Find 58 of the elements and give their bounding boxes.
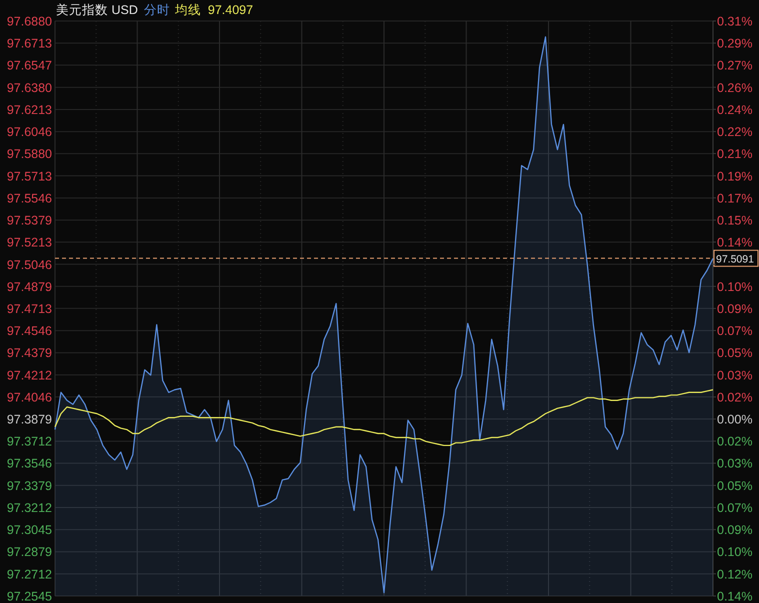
y-tick-label: 97.3546 (6, 456, 52, 471)
y2-tick-label: 0.17% (717, 191, 752, 206)
y-tick-label: 97.2712 (6, 567, 52, 582)
y-tick-label: 97.2545 (6, 590, 52, 603)
y2-tick-label: 0.02% (717, 434, 752, 449)
y-tick-label: 97.5379 (6, 214, 52, 228)
y-tick-label: 97.4046 (6, 390, 52, 404)
y-tick-label: 97.4212 (6, 368, 52, 382)
text: 97.4097 (208, 3, 254, 17)
y-tick-label: 97.4879 (6, 280, 52, 294)
y2-tick-label: 0.03% (717, 456, 752, 471)
text: 分时 (144, 3, 170, 17)
y2-tick-label: 0.05% (717, 346, 752, 360)
y2-tick-label: 0.05% (717, 478, 752, 493)
ref-line-label: 97.5091 (716, 253, 754, 266)
y-tick-label: 97.6380 (6, 80, 52, 95)
y2-tick-label: 0.24% (717, 102, 752, 117)
y2-tick-label: 0.27% (717, 58, 752, 73)
y-tick-label: 97.6213 (6, 102, 52, 117)
y-tick-label: 97.4379 (6, 346, 52, 360)
y2-tick-label: 0.09% (717, 523, 752, 538)
text: 均线 (174, 3, 201, 17)
y-tick-label: 97.3712 (6, 434, 52, 449)
y2-tick-label: 0.21% (717, 147, 752, 162)
y-tick-label: 97.3379 (6, 478, 52, 493)
y-tick-label: 97.2879 (6, 545, 52, 560)
y2-tick-label: 0.10% (717, 545, 752, 560)
y2-tick-label: 0.29% (717, 36, 752, 51)
y2-tick-label: 0.26% (717, 80, 752, 95)
y-tick-label: 97.5213 (6, 236, 52, 250)
y2-tick-label: 0.02% (717, 390, 752, 404)
y-tick-label: 97.3045 (6, 523, 52, 538)
y-tick-label: 97.6880 (6, 14, 52, 28)
y-tick-label: 97.3212 (6, 501, 52, 516)
y-tick-label: 97.6046 (6, 125, 52, 140)
y2-tick-label: 0.19% (717, 169, 752, 184)
y-tick-label: 97.3879 (6, 412, 52, 427)
y2-tick-label: 0.07% (717, 501, 752, 516)
y-tick-label: 97.5713 (6, 169, 52, 184)
y2-tick-label: 0.12% (717, 567, 752, 582)
y-tick-label: 97.5046 (6, 258, 52, 272)
y2-tick-label: 0.14% (717, 590, 752, 603)
y2-tick-label: 0.00% (717, 412, 752, 427)
y2-tick-label: 0.03% (717, 368, 752, 382)
y2-tick-label: 0.07% (717, 324, 752, 338)
y-tick-label: 97.5880 (6, 147, 52, 162)
y2-tick-label: 0.15% (717, 214, 752, 228)
y2-tick-label: 0.09% (717, 302, 752, 316)
y-tick-label: 97.6713 (6, 36, 52, 51)
y2-tick-label: 0.10% (717, 280, 752, 294)
y2-tick-label: 0.31% (717, 14, 752, 28)
chart-title: 美元指数 USD (56, 2, 138, 17)
y2-tick-label: 0.22% (717, 125, 752, 140)
y-tick-label: 97.6547 (6, 58, 52, 73)
y-tick-label: 97.4713 (6, 302, 52, 316)
y2-tick-label: 0.14% (717, 236, 752, 250)
y-tick-label: 97.5546 (6, 191, 52, 206)
y-tick-label: 97.4546 (6, 324, 52, 338)
